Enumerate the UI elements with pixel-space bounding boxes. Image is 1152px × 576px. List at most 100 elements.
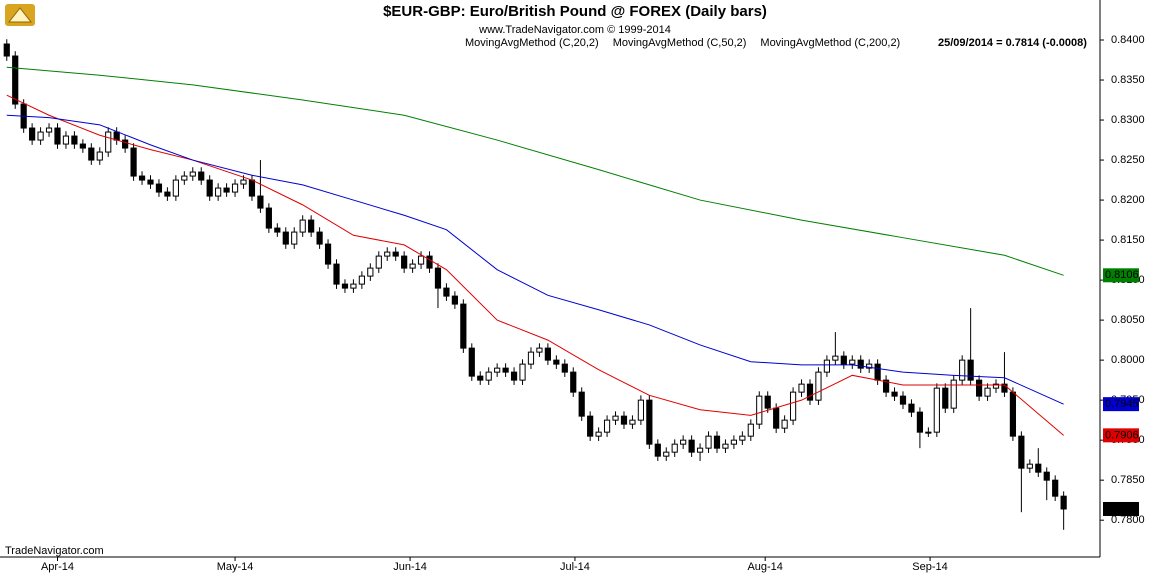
last-value-box bbox=[1103, 397, 1139, 412]
source: TradeNavigator.com bbox=[5, 545, 104, 557]
candle-body bbox=[798, 383, 805, 393]
candle-body bbox=[155, 183, 163, 193]
candle-body bbox=[789, 391, 797, 421]
candle-body bbox=[392, 251, 399, 257]
candle-body bbox=[460, 303, 467, 349]
candle-body bbox=[773, 407, 780, 429]
last-value-box bbox=[1103, 268, 1139, 283]
candle-body bbox=[299, 219, 306, 233]
candle-body bbox=[3, 43, 10, 57]
candle-body bbox=[1052, 479, 1059, 497]
candle-body bbox=[1001, 383, 1008, 393]
candle-body bbox=[257, 195, 264, 209]
candle-body bbox=[189, 171, 196, 177]
candle-body bbox=[341, 283, 349, 289]
candle-body bbox=[434, 267, 442, 289]
candle-body bbox=[916, 411, 924, 433]
candle-body bbox=[350, 283, 357, 289]
candle-body bbox=[587, 415, 594, 437]
y-tick-label: 0.8250 bbox=[1111, 154, 1145, 166]
last-value-label: 0.7814 bbox=[1105, 503, 1139, 515]
candle-body bbox=[857, 359, 864, 369]
candle-body bbox=[181, 175, 188, 181]
candle-body bbox=[1026, 463, 1033, 469]
candle-body bbox=[164, 191, 171, 197]
chart-title: $EUR-GBP: Euro/British Pound @ FOREX (Da… bbox=[383, 3, 767, 20]
candle-body bbox=[333, 263, 340, 285]
candle-body bbox=[637, 399, 644, 421]
candle-body bbox=[595, 431, 602, 437]
candle-body bbox=[282, 231, 289, 245]
candle-body bbox=[1060, 495, 1067, 510]
candle-body bbox=[781, 419, 788, 429]
candle-body bbox=[612, 415, 619, 421]
candle-body bbox=[113, 131, 120, 141]
candle-body bbox=[942, 387, 949, 409]
candle-body bbox=[806, 383, 814, 401]
y-tick-label: 0.7850 bbox=[1111, 474, 1145, 486]
y-tick-label: 0.8200 bbox=[1111, 194, 1145, 206]
candle-body bbox=[832, 355, 839, 361]
chart-subtitle: www.TradeNavigator.com © 1999-2014 bbox=[478, 24, 671, 36]
legend-entry: MovingAvgMethod (C,20,2) bbox=[465, 37, 599, 49]
candle-body bbox=[443, 287, 450, 297]
y-tick-label: 0.8400 bbox=[1111, 34, 1145, 46]
candle-body bbox=[206, 179, 213, 197]
candle-body bbox=[925, 431, 932, 434]
candle-body bbox=[122, 139, 129, 149]
candle-body bbox=[401, 255, 408, 269]
candle-body bbox=[223, 187, 230, 193]
candle-body bbox=[375, 255, 382, 269]
candle-body bbox=[231, 183, 239, 193]
candle-body bbox=[823, 359, 831, 373]
candle-body bbox=[646, 399, 653, 445]
candle-body bbox=[544, 347, 551, 361]
candle-body bbox=[426, 255, 433, 269]
candle-body bbox=[265, 207, 272, 229]
candle-body bbox=[485, 371, 492, 381]
candle-body bbox=[468, 347, 475, 377]
candle-body bbox=[696, 447, 704, 453]
candle-body bbox=[62, 135, 70, 145]
candle-body bbox=[756, 395, 763, 425]
candle-body bbox=[992, 383, 1000, 389]
candle-body bbox=[747, 423, 754, 437]
candle-body bbox=[367, 267, 374, 277]
candle-body bbox=[891, 391, 898, 397]
candle-body bbox=[570, 371, 577, 393]
candle-body bbox=[172, 179, 179, 197]
candle-body bbox=[274, 227, 281, 233]
candle-body bbox=[451, 295, 458, 305]
candle-body bbox=[680, 439, 687, 445]
candle-body bbox=[561, 363, 568, 373]
candle-body bbox=[519, 363, 526, 381]
candle-body bbox=[105, 131, 112, 153]
last-value-box bbox=[1103, 428, 1139, 443]
candle-body bbox=[688, 439, 695, 453]
candle-body bbox=[739, 435, 746, 441]
candle-body bbox=[215, 187, 222, 197]
legend-entry: MovingAvgMethod (C,50,2) bbox=[613, 37, 747, 49]
legend-entry: MovingAvgMethod (C,200,2) bbox=[760, 37, 900, 49]
candle-body bbox=[308, 219, 315, 233]
last-value-label: 0.8106 bbox=[1105, 269, 1139, 281]
x-tick-label: Apr-14 bbox=[41, 561, 74, 573]
candle-body bbox=[578, 391, 585, 417]
candle-body bbox=[1018, 435, 1025, 469]
candle-body bbox=[908, 403, 915, 413]
candle-body bbox=[1035, 463, 1042, 473]
candle-body bbox=[874, 363, 881, 381]
candle-body bbox=[959, 359, 966, 381]
candle-body bbox=[138, 175, 146, 181]
candle-body bbox=[409, 263, 416, 269]
candle-body bbox=[899, 395, 907, 405]
candle-body bbox=[713, 435, 721, 449]
candle-body bbox=[815, 371, 822, 401]
ma-line bbox=[6, 66, 1064, 276]
candle-body bbox=[984, 387, 991, 397]
candle-body bbox=[45, 127, 53, 133]
annotation: 25/09/2014 = 0.7814 (-0.0008) bbox=[938, 37, 1087, 49]
candle-body bbox=[477, 375, 484, 381]
